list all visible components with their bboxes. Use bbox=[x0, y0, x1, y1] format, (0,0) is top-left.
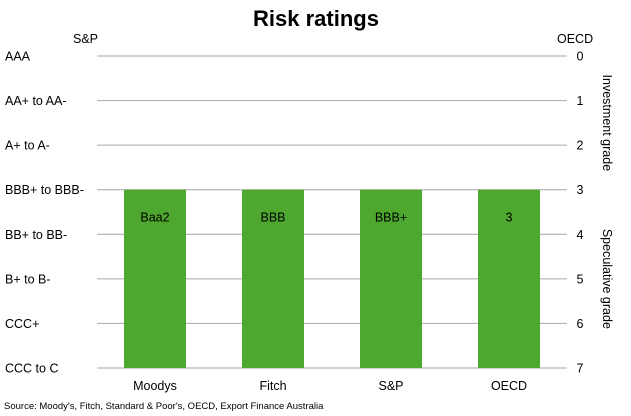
right-axis-title: OECD bbox=[557, 32, 593, 46]
bar bbox=[124, 189, 186, 368]
right-tick-labels: 0 1 2 3 4 5 6 7 bbox=[577, 50, 584, 376]
category-label: Moodys bbox=[133, 379, 177, 393]
right-tick-label: 6 bbox=[577, 317, 584, 331]
category-label: Fitch bbox=[259, 379, 286, 393]
chart-title: Risk ratings bbox=[253, 6, 379, 31]
right-tick-label: 0 bbox=[577, 50, 584, 64]
left-tick-label: A+ to A- bbox=[5, 139, 50, 153]
category-labels: Moodys Fitch S&P OECD bbox=[133, 379, 527, 393]
grade-annotations: Investment grade Speculative grade bbox=[600, 75, 614, 329]
bar-data-label: BBB bbox=[260, 211, 285, 225]
grade-annotation: Investment grade bbox=[600, 75, 614, 172]
right-tick-label: 3 bbox=[577, 183, 584, 197]
left-tick-label: BB+ to BB- bbox=[5, 228, 67, 242]
left-axis-title: S&P bbox=[73, 32, 98, 46]
category-label: S&P bbox=[378, 379, 403, 393]
left-tick-label: CCC+ bbox=[5, 317, 39, 331]
bar bbox=[360, 189, 422, 368]
left-tick-label: AAA bbox=[5, 50, 31, 64]
bar-data-label: Baa2 bbox=[140, 211, 169, 225]
bar bbox=[478, 189, 540, 368]
bar-data-label: 3 bbox=[506, 211, 513, 225]
left-tick-label: CCC to C bbox=[5, 362, 58, 376]
left-tick-label: AA+ to AA- bbox=[5, 94, 67, 108]
right-tick-label: 1 bbox=[577, 94, 584, 108]
right-tick-label: 7 bbox=[577, 362, 584, 376]
right-tick-label: 4 bbox=[577, 228, 584, 242]
left-tick-label: BBB+ to BBB- bbox=[5, 183, 84, 197]
category-label: OECD bbox=[491, 379, 527, 393]
source-note: Source: Moody's, Fitch, Standard & Poor'… bbox=[4, 401, 324, 412]
right-tick-label: 2 bbox=[577, 139, 584, 153]
left-tick-label: B+ to B- bbox=[5, 272, 51, 286]
bar bbox=[242, 189, 304, 368]
grade-annotation: Speculative grade bbox=[600, 229, 614, 329]
bars: Baa2 BBB BBB+ 3 bbox=[124, 189, 540, 368]
bar-data-label: BBB+ bbox=[375, 211, 407, 225]
right-tick-label: 5 bbox=[577, 272, 584, 286]
left-tick-labels: AAA AA+ to AA- A+ to A- BBB+ to BBB- BB+ to … bbox=[5, 50, 84, 376]
